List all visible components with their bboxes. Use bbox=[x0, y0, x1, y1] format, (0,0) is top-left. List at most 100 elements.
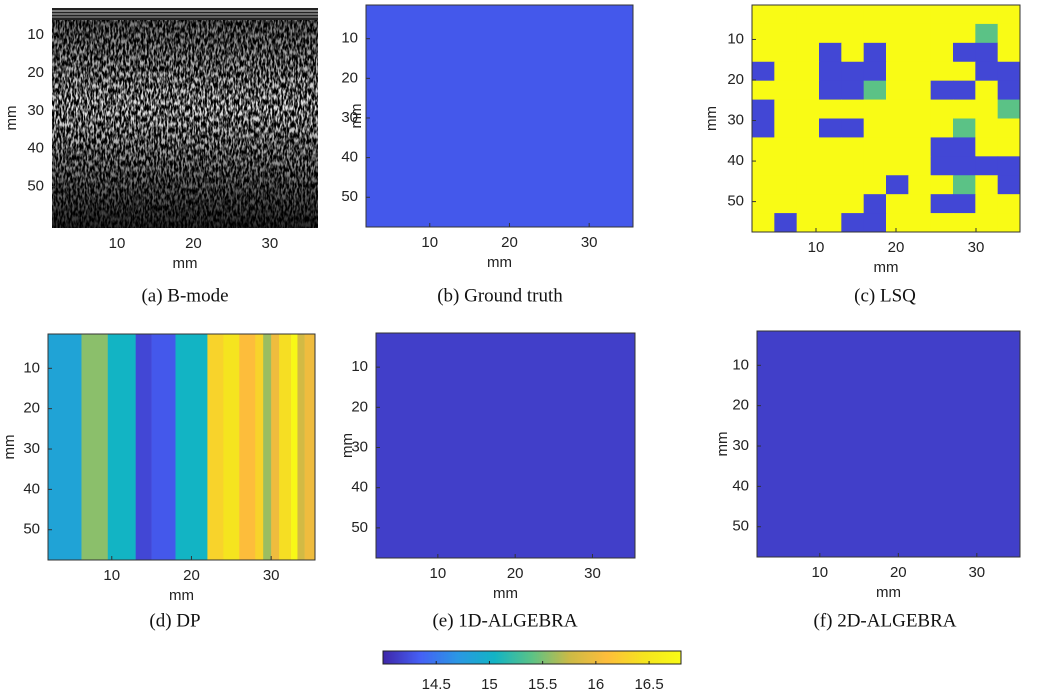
heatmap-cell bbox=[886, 42, 909, 63]
y-tick-label: 50 bbox=[351, 519, 368, 536]
heatmap-cell bbox=[841, 23, 865, 44]
heatmap-cell bbox=[841, 194, 865, 214]
heatmap-cell bbox=[997, 194, 1021, 214]
heatmap-cell bbox=[997, 99, 1021, 119]
y-tick-label: 10 bbox=[732, 356, 749, 373]
heatmap-cell bbox=[975, 61, 999, 82]
heatmap-cell bbox=[975, 23, 999, 44]
heatmap-cell bbox=[819, 80, 842, 101]
heatmap-cell bbox=[819, 213, 842, 233]
heatmap-cell bbox=[908, 99, 932, 119]
heatmap-cell bbox=[752, 118, 775, 138]
heatmap-cell bbox=[886, 194, 909, 214]
y-tick-label: 50 bbox=[23, 521, 40, 538]
heatmap-cell bbox=[863, 80, 887, 101]
x-tick-label: 30 bbox=[263, 567, 280, 584]
heatmap-cell bbox=[975, 175, 999, 195]
y-tick-label: 10 bbox=[351, 358, 368, 375]
x-axis-label: mm bbox=[493, 585, 518, 602]
colorbar-tick-label: 16 bbox=[588, 676, 605, 693]
heatmap-cell bbox=[796, 61, 820, 82]
heatmap-cell bbox=[908, 42, 932, 63]
panel-caption: (d) DP bbox=[149, 610, 200, 631]
heatmap-cell bbox=[796, 175, 820, 195]
heatmap-cell bbox=[908, 213, 932, 233]
heatmap-cell bbox=[975, 99, 999, 119]
x-axis-label: mm bbox=[876, 584, 901, 601]
heatmap-cell bbox=[752, 156, 775, 176]
heatmap-cell bbox=[930, 137, 954, 157]
heatmap-cell bbox=[953, 5, 976, 25]
y-axis-label: mm bbox=[714, 432, 731, 457]
stripe bbox=[48, 334, 82, 560]
stripe bbox=[107, 334, 136, 560]
heatmap-cell bbox=[930, 5, 954, 25]
stripe bbox=[297, 334, 305, 560]
heatmap-cell bbox=[930, 61, 954, 82]
heatmap-cell bbox=[796, 194, 820, 214]
heatmap-cell bbox=[774, 213, 798, 233]
heatmap-cell bbox=[841, 99, 865, 119]
heatmap-cell bbox=[774, 61, 798, 82]
y-tick-label: 30 bbox=[27, 102, 44, 119]
heatmap-cell bbox=[774, 175, 798, 195]
stripe bbox=[263, 334, 272, 560]
heatmap-cell bbox=[997, 175, 1021, 195]
y-tick-label: 30 bbox=[732, 437, 749, 454]
heatmap-cell bbox=[863, 23, 887, 44]
stripe bbox=[207, 334, 224, 560]
y-axis-label: mm bbox=[3, 106, 20, 131]
heatmap-cell bbox=[841, 175, 865, 195]
heatmap-cell bbox=[863, 61, 887, 82]
heatmap-cell bbox=[752, 61, 775, 82]
y-tick-label: 30 bbox=[351, 438, 368, 455]
panel-caption: (e) 1D-ALGEBRA bbox=[432, 610, 577, 631]
heatmap-cell bbox=[997, 5, 1021, 25]
y-axis-label: mm bbox=[703, 106, 720, 131]
heatmap-cell bbox=[863, 99, 887, 119]
heatmap-cell bbox=[930, 42, 954, 63]
heatmap-cell bbox=[796, 213, 820, 233]
heatmap-cell bbox=[975, 194, 999, 214]
heatmap-cell bbox=[908, 80, 932, 101]
heatmap-cell bbox=[863, 213, 887, 233]
y-tick-label: 50 bbox=[341, 188, 358, 205]
x-tick-label: 20 bbox=[507, 565, 524, 582]
heatmap-cell bbox=[886, 175, 909, 195]
heatmap-cell bbox=[997, 80, 1021, 101]
x-tick-label: 10 bbox=[103, 567, 120, 584]
heatmap-cell bbox=[908, 5, 932, 25]
heatmap-cell bbox=[752, 5, 775, 25]
y-tick-label: 20 bbox=[727, 71, 744, 88]
y-tick-label: 50 bbox=[727, 193, 744, 210]
heatmap-cell bbox=[819, 118, 842, 138]
heatmap-cell bbox=[886, 23, 909, 44]
colorbar bbox=[382, 650, 682, 665]
heatmap-cell bbox=[886, 137, 909, 157]
stripe bbox=[175, 334, 208, 560]
y-tick-label: 20 bbox=[23, 400, 40, 417]
heatmap-cell bbox=[796, 118, 820, 138]
heatmap-cell bbox=[930, 23, 954, 44]
heatmap-cell bbox=[953, 99, 976, 119]
heatmap-cell bbox=[796, 80, 820, 101]
heatmap-cell bbox=[819, 156, 842, 176]
heatmap-cell bbox=[863, 118, 887, 138]
heatmap-cell bbox=[774, 118, 798, 138]
heatmap-cell bbox=[774, 137, 798, 157]
y-tick-label: 30 bbox=[341, 109, 358, 126]
heatmap-cell bbox=[774, 80, 798, 101]
y-axis-label: mm bbox=[1, 435, 18, 460]
heatmap-cell bbox=[796, 156, 820, 176]
axes-box bbox=[365, 4, 634, 228]
heatmap-cell bbox=[774, 156, 798, 176]
heatmap-cell bbox=[752, 175, 775, 195]
panel-caption: (f) 2D-ALGEBRA bbox=[813, 610, 956, 631]
heatmap-cell bbox=[863, 175, 887, 195]
x-tick-label: 20 bbox=[501, 234, 518, 251]
x-axis-label: mm bbox=[487, 254, 512, 271]
panel-caption: (b) Ground truth bbox=[437, 285, 563, 306]
axes-box bbox=[375, 332, 636, 559]
heatmap-cell bbox=[997, 137, 1021, 157]
heatmap-cell bbox=[975, 156, 999, 176]
